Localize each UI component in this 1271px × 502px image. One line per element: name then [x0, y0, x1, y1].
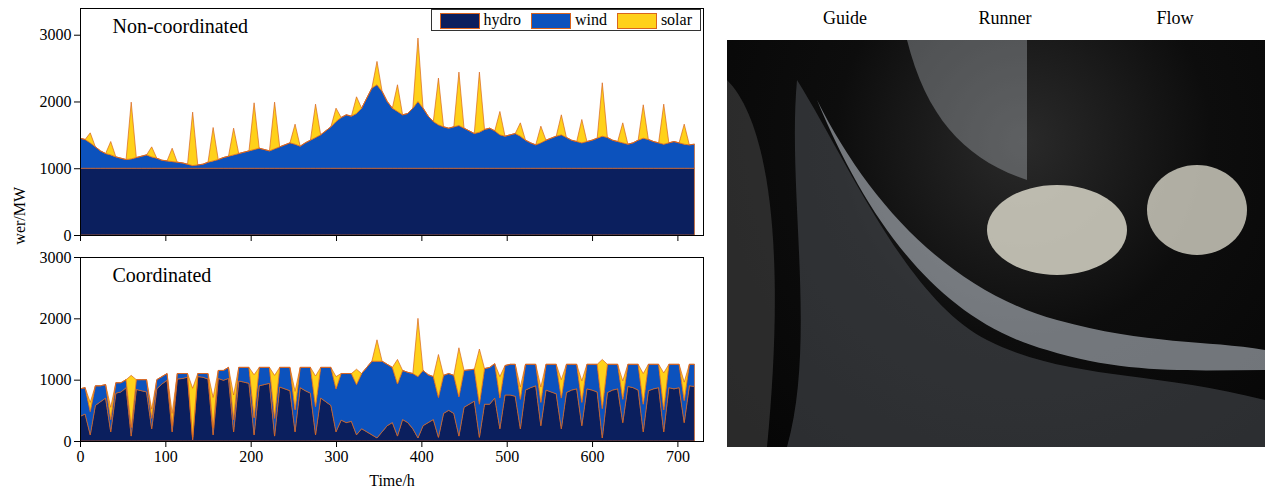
- html-text:Guide: Guide: [823, 8, 867, 28]
- svg-text:0: 0: [77, 448, 85, 465]
- svg-text:0: 0: [64, 227, 72, 244]
- svg-text:500: 500: [495, 448, 519, 465]
- html-text:Flow: Flow: [1156, 8, 1194, 28]
- svg-text:100: 100: [154, 448, 178, 465]
- svg-text:200: 200: [239, 448, 263, 465]
- svg-text:0: 0: [64, 433, 72, 450]
- svg-text:600: 600: [581, 448, 605, 465]
- svg-text:300: 300: [325, 448, 349, 465]
- html-text:solar: solar: [660, 11, 692, 28]
- html-text:hydro: hydro: [483, 11, 521, 28]
- svg-text:2000: 2000: [40, 310, 72, 327]
- svg-text:400: 400: [410, 448, 434, 465]
- svg-text:1000: 1000: [40, 371, 72, 388]
- svg-text:Coordinated: Coordinated: [113, 264, 212, 286]
- svg-text:Time/h: Time/h: [369, 472, 415, 489]
- svg-text:700: 700: [666, 448, 690, 465]
- html-text:Runner: Runner: [978, 8, 1032, 28]
- svg-text:1000: 1000: [40, 160, 72, 177]
- svg-text:3000: 3000: [40, 249, 72, 266]
- html-text:Output power/MW: Output power/MW: [11, 186, 28, 310]
- svg-text:Non-coordinated: Non-coordinated: [113, 15, 249, 37]
- html-text:wind: wind: [574, 11, 607, 28]
- svg-text:2000: 2000: [40, 93, 72, 110]
- svg-text:3000: 3000: [40, 26, 72, 43]
